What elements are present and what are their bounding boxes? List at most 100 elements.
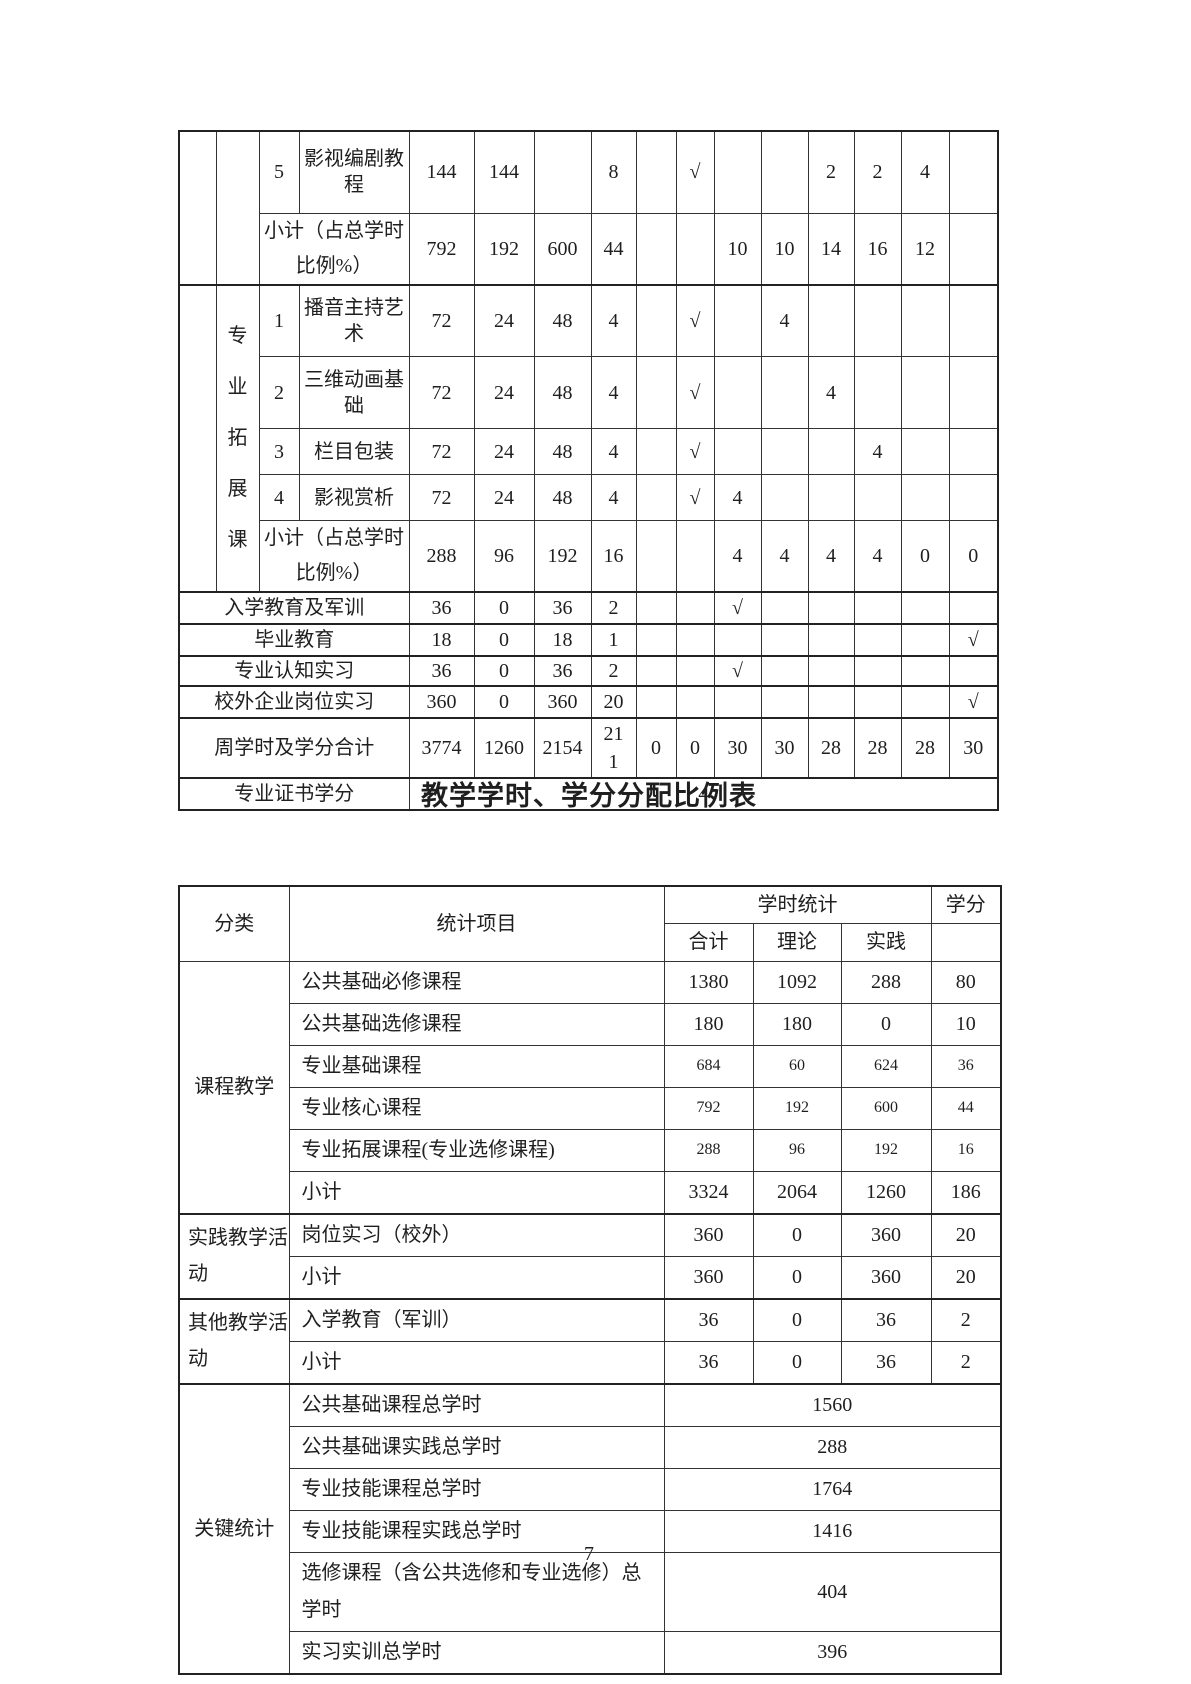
sem5-cell: 4 <box>900 130 950 214</box>
course-name-cell: 栏目包装 <box>298 428 410 475</box>
item-cell: 公共基础必修课程 <box>288 960 665 1004</box>
sem5-cell <box>900 283 950 357</box>
table-row: 公共基础选修课程 180 180 0 10 <box>179 1002 1002 1046</box>
weekly-total-row: 周学时及学分合计 3774 1260 2154 211 0 0 30 30 28… <box>178 717 999 779</box>
sem6-cell <box>948 428 999 475</box>
sem6-cell <box>948 655 999 687</box>
field-internship-row: 校外企业岗位实习 360 0 360 20 √ <box>178 685 999 719</box>
total-cell: 360 <box>663 1212 754 1257</box>
theory-hours-cell: 96 <box>473 520 535 593</box>
sem5-cell: 0 <box>900 520 950 593</box>
credit-cell: 44 <box>590 212 637 285</box>
cognition-internship-row: 专业认知实习 36 0 36 2 √ <box>178 655 999 687</box>
credit-cell: 2 <box>590 591 637 625</box>
section-title: 教学学时、学分分配比例表 <box>421 781 757 811</box>
certificate-label-cell: 专业证书学分 <box>178 777 410 811</box>
theory-hours-cell: 24 <box>473 283 535 357</box>
value-cell: 288 <box>663 1425 1002 1469</box>
item-cell: 小计 <box>288 1255 665 1299</box>
expand-group-label: 专业拓展课 <box>227 324 248 551</box>
assess-check-cell <box>675 685 715 719</box>
table-row: 专业拓展课程(专业选修课程) 288 96 192 16 <box>179 1128 1002 1172</box>
item-cell: 专业技能课程实践总学时 <box>288 1509 665 1553</box>
exam-cell <box>635 655 677 687</box>
practice-cell: 624 <box>840 1044 932 1088</box>
practice-hours-cell: 36 <box>533 655 592 687</box>
item-cell: 小计 <box>288 1340 665 1384</box>
total-hours-cell: 144 <box>408 130 475 214</box>
sem2-cell <box>760 591 809 625</box>
practice-group-label-cell: 实践教学活动 <box>178 1212 290 1299</box>
credit-cell: 16 <box>590 520 637 593</box>
course-name-cell: 影视赏析 <box>298 474 410 521</box>
theory-hours-cell: 0 <box>473 685 535 719</box>
sem2-cell: 4 <box>760 520 809 593</box>
sem6-cell <box>948 474 999 521</box>
total-cell: 288 <box>663 1128 754 1172</box>
course-row-1: 专业拓展课 1 播音主持艺术 72 24 48 4 √ 4 <box>178 283 999 593</box>
value-cell: 1764 <box>663 1467 1002 1511</box>
sem6-cell <box>948 283 999 357</box>
table-row: 课程教学 公共基础必修课程 1380 1092 288 80 <box>178 960 1002 1214</box>
practice-cell: 192 <box>840 1128 932 1172</box>
sem4-cell: 4 <box>853 428 902 475</box>
item-cell: 公共基础课实践总学时 <box>288 1425 665 1469</box>
assess-check-cell <box>675 591 715 625</box>
theory-cell: 96 <box>752 1128 842 1172</box>
practice-cell: 36 <box>840 1297 932 1342</box>
sem2-cell <box>760 130 809 214</box>
sem4-cell <box>853 685 902 719</box>
table-row: 实习实训总学时 396 <box>179 1630 1002 1674</box>
item-header-cell: 统计项目 <box>288 885 665 962</box>
total-cell: 180 <box>663 1002 754 1046</box>
total-hours-cell: 72 <box>408 474 475 521</box>
sem1-cell: 10 <box>713 212 762 285</box>
sem3-cell: 28 <box>807 717 855 779</box>
enroll-education-row: 入学教育及军训 36 0 36 2 √ <box>178 591 999 625</box>
total-hours-cell: 36 <box>408 655 475 687</box>
group-continuation-cell <box>215 130 260 285</box>
sem1-cell <box>713 428 762 475</box>
theory-hours-cell: 192 <box>473 212 535 285</box>
assess-check-cell <box>675 655 715 687</box>
credit-cell: 2 <box>930 1340 1002 1384</box>
subtotal-label-cell: 小计（占总学时比例%） <box>258 520 410 593</box>
value-cell: 1560 <box>663 1382 1002 1427</box>
practice-hours-cell: 360 <box>533 685 592 719</box>
exam-cell <box>635 474 677 521</box>
practice-hours-cell: 48 <box>533 474 592 521</box>
theory-cell: 1092 <box>752 960 842 1004</box>
sem2-cell: 10 <box>760 212 809 285</box>
sem2-cell <box>760 428 809 475</box>
header-row-1: 分类 统计项目 学时统计 学分 <box>178 885 1002 962</box>
sem1-cell: √ <box>713 655 762 687</box>
theory-cell: 180 <box>752 1002 842 1046</box>
sem5-cell <box>900 623 950 657</box>
credit-cell: 4 <box>590 356 637 429</box>
practice-hours-cell: 48 <box>533 428 592 475</box>
credit-cell: 4 <box>590 283 637 357</box>
practice-header-cell: 实践 <box>840 922 932 962</box>
subtotal-label-cell: 小计（占总学时比例%） <box>258 212 410 285</box>
total-hours-cell: 792 <box>408 212 475 285</box>
total-cell: 36 <box>663 1340 754 1384</box>
sem3-cell <box>807 591 855 625</box>
sem3-cell: 2 <box>807 130 855 214</box>
sem1-cell <box>713 623 762 657</box>
credit-cell: 16 <box>930 1128 1002 1172</box>
practice-cell: 288 <box>840 960 932 1004</box>
credit-cell: 44 <box>930 1086 1002 1130</box>
hours-stat-header-cell: 学时统计 <box>663 885 932 924</box>
total-hours-cell: 36 <box>408 591 475 625</box>
practice-hours-cell: 18 <box>533 623 592 657</box>
exam-cell <box>635 685 677 719</box>
certificate-value-cell: 4 <box>408 777 999 811</box>
sem1-cell <box>713 356 762 429</box>
credit-cell: 80 <box>930 960 1002 1004</box>
table-row: 专业技能课程总学时 1764 <box>179 1467 1002 1511</box>
credit-cell: 4 <box>590 474 637 521</box>
practice-cell: 0 <box>840 1002 932 1046</box>
assess-check-cell: √ <box>675 428 715 475</box>
theory-hours-cell: 1260 <box>473 717 535 779</box>
teaching-group-label-cell: 课程教学 <box>178 960 290 1214</box>
